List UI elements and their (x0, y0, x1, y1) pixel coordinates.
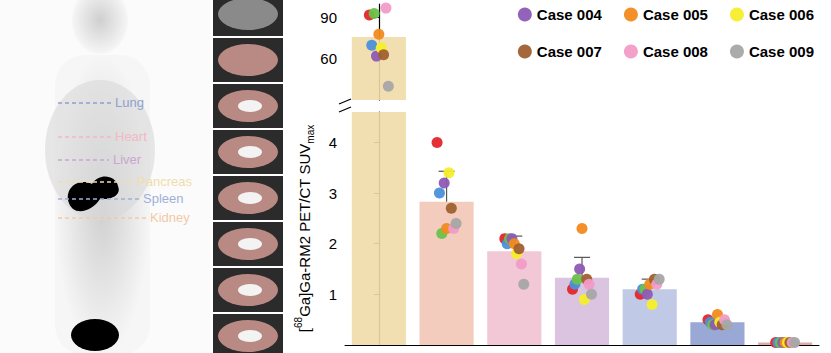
svg-text:Case 004: Case 004 (537, 6, 603, 23)
svg-text:Case 007: Case 007 (537, 43, 602, 60)
svg-text:Case 009: Case 009 (749, 43, 814, 60)
svg-text:Kidney: Kidney (150, 210, 190, 225)
svg-text:Liver: Liver (113, 152, 142, 167)
svg-text:Case 006: Case 006 (749, 6, 814, 23)
svg-text:1: 1 (329, 286, 337, 303)
svg-text:90: 90 (320, 9, 337, 26)
svg-text:4: 4 (329, 134, 337, 151)
svg-text:max: max (305, 125, 316, 144)
svg-text:Pancreas: Pancreas (137, 174, 192, 189)
svg-text:68: 68 (293, 317, 304, 329)
svg-text:Case 008: Case 008 (643, 43, 708, 60)
svg-text:Case 005: Case 005 (643, 6, 708, 23)
svg-text:Heart: Heart (115, 129, 147, 144)
svg-text:Lung: Lung (115, 95, 144, 110)
svg-text:Spleen: Spleen (143, 191, 183, 206)
svg-text:2: 2 (329, 235, 337, 252)
svg-text:3: 3 (329, 185, 337, 202)
svg-text:60: 60 (320, 50, 337, 67)
svg-text:Ga]Ga-RM2 PET/CT SUV: Ga]Ga-RM2 PET/CT SUV (296, 144, 313, 317)
